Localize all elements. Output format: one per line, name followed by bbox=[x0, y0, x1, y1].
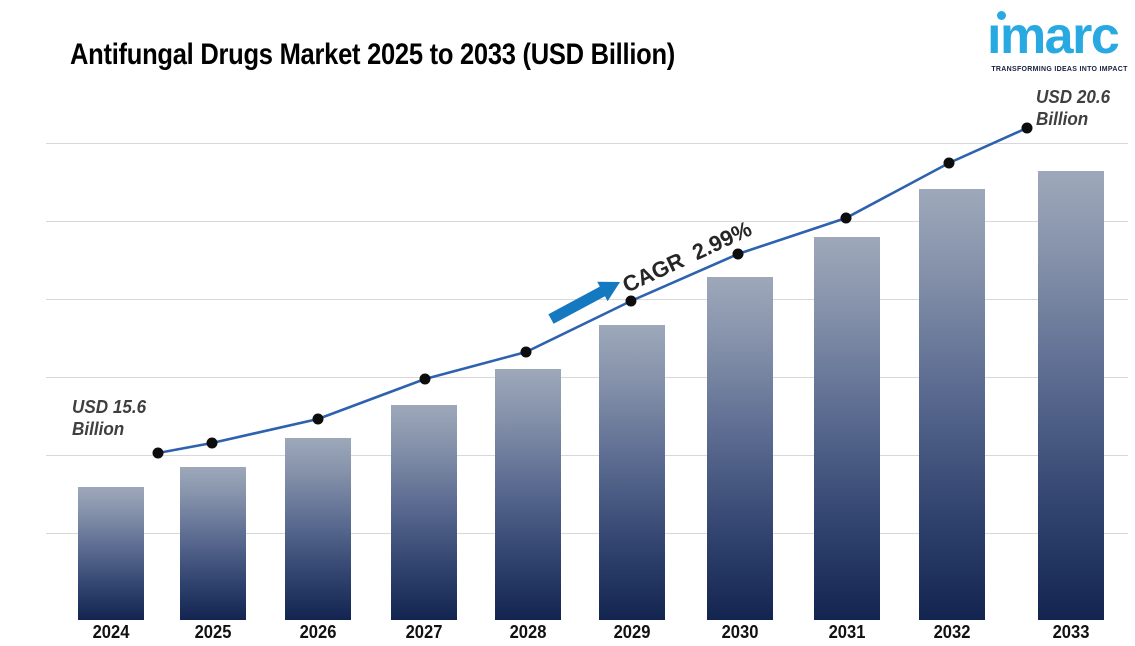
end-value-line2: Billion bbox=[1036, 109, 1089, 129]
end-value-line1: USD 20.6 bbox=[1036, 87, 1111, 107]
bar-2026 bbox=[285, 438, 351, 620]
logo-tagline: TRANSFORMING IDEAS INTO IMPACT bbox=[991, 66, 1128, 73]
bar-2032 bbox=[919, 189, 985, 620]
logo-i-dot-icon bbox=[997, 11, 1006, 20]
x-axis-label-2028: 2028 bbox=[509, 622, 547, 642]
logo-brand-text: ımarc bbox=[987, 7, 1120, 65]
x-axis-label-2030: 2030 bbox=[721, 622, 759, 642]
x-axis-label-2033: 2033 bbox=[1052, 622, 1090, 642]
x-axis-label-2029: 2029 bbox=[613, 622, 651, 642]
x-axis-label-2024: 2024 bbox=[92, 622, 130, 642]
bar-2029 bbox=[599, 325, 665, 620]
x-axis-label-2026: 2026 bbox=[299, 622, 337, 642]
bar-2025 bbox=[180, 467, 246, 620]
bar-2027 bbox=[391, 405, 457, 620]
start-value-line1: USD 15.6 bbox=[72, 397, 147, 417]
bar-2031 bbox=[814, 237, 880, 620]
gridline-0 bbox=[46, 143, 1128, 144]
bar-2028 bbox=[495, 369, 561, 620]
bar-2033 bbox=[1038, 171, 1104, 620]
gridline-5 bbox=[46, 533, 1128, 534]
x-axis-label-2032: 2032 bbox=[933, 622, 971, 642]
imarc-logo: ımarc TRANSFORMING IDEAS INTO IMPACT bbox=[987, 6, 1132, 84]
page-title: Antifungal Drugs Market 2025 to 2033 (US… bbox=[70, 38, 676, 71]
gridline-4 bbox=[46, 455, 1128, 456]
bar-2030 bbox=[707, 277, 773, 620]
x-axis-label-2025: 2025 bbox=[194, 622, 232, 642]
end-value-label: USD 20.6 Billion bbox=[1036, 86, 1110, 130]
bar-2024 bbox=[78, 487, 144, 620]
x-axis-label-2027: 2027 bbox=[405, 622, 443, 642]
start-value-line2: Billion bbox=[72, 419, 125, 439]
start-value-label: USD 15.6 Billion bbox=[72, 396, 146, 440]
x-axis-label-2031: 2031 bbox=[828, 622, 866, 642]
